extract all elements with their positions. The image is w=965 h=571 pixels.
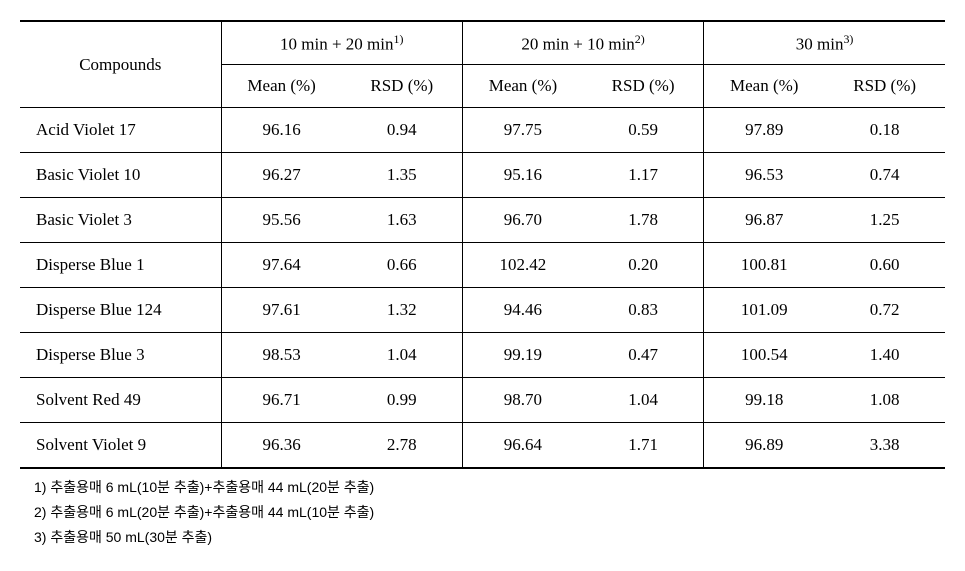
th-rsd-2: RSD (%) bbox=[583, 65, 704, 108]
mean-value: 100.81 bbox=[704, 243, 825, 288]
mean-value: 96.89 bbox=[704, 423, 825, 469]
rsd-value: 1.78 bbox=[583, 198, 704, 243]
th-mean-3: Mean (%) bbox=[704, 65, 825, 108]
rsd-value: 0.99 bbox=[342, 378, 463, 423]
table-row: Disperse Blue 197.640.66102.420.20100.81… bbox=[20, 243, 945, 288]
compound-name: Acid Violet 17 bbox=[20, 108, 221, 153]
rsd-value: 0.74 bbox=[824, 153, 945, 198]
th-compounds: Compounds bbox=[20, 21, 221, 108]
table-row: Disperse Blue 398.531.0499.190.47100.541… bbox=[20, 333, 945, 378]
table-row: Basic Violet 1096.271.3595.161.1796.530.… bbox=[20, 153, 945, 198]
table-row: Basic Violet 395.561.6396.701.7896.871.2… bbox=[20, 198, 945, 243]
table-body: Acid Violet 1796.160.9497.750.5997.890.1… bbox=[20, 108, 945, 469]
compound-name: Basic Violet 3 bbox=[20, 198, 221, 243]
rsd-value: 0.66 bbox=[342, 243, 463, 288]
table-head: Compounds 10 min + 20 min1) 20 min + 10 … bbox=[20, 21, 945, 108]
compound-name: Basic Violet 10 bbox=[20, 153, 221, 198]
mean-value: 97.89 bbox=[704, 108, 825, 153]
th-group-3-label: 30 min bbox=[796, 34, 844, 53]
th-rsd-3: RSD (%) bbox=[824, 65, 945, 108]
rsd-value: 0.47 bbox=[583, 333, 704, 378]
th-group-3-sup: 3) bbox=[843, 32, 853, 46]
th-group-1-label: 10 min + 20 min bbox=[280, 34, 393, 53]
mean-value: 96.87 bbox=[704, 198, 825, 243]
table-row: Disperse Blue 12497.611.3294.460.83101.0… bbox=[20, 288, 945, 333]
th-mean-1: Mean (%) bbox=[221, 65, 342, 108]
th-group-2: 20 min + 10 min2) bbox=[462, 21, 703, 65]
table-row: Solvent Red 4996.710.9998.701.0499.181.0… bbox=[20, 378, 945, 423]
compound-name: Solvent Red 49 bbox=[20, 378, 221, 423]
mean-value: 96.71 bbox=[221, 378, 342, 423]
mean-value: 101.09 bbox=[704, 288, 825, 333]
mean-value: 96.27 bbox=[221, 153, 342, 198]
mean-value: 97.61 bbox=[221, 288, 342, 333]
rsd-value: 1.04 bbox=[583, 378, 704, 423]
footnote-3: 3) 추출용매 50 mL(30분 추출) bbox=[34, 525, 945, 550]
mean-value: 95.56 bbox=[221, 198, 342, 243]
th-group-3: 30 min3) bbox=[704, 21, 945, 65]
compound-name: Disperse Blue 124 bbox=[20, 288, 221, 333]
mean-value: 96.36 bbox=[221, 423, 342, 469]
rsd-value: 1.04 bbox=[342, 333, 463, 378]
rsd-value: 0.83 bbox=[583, 288, 704, 333]
th-mean-2: Mean (%) bbox=[462, 65, 583, 108]
mean-value: 102.42 bbox=[462, 243, 583, 288]
mean-value: 96.64 bbox=[462, 423, 583, 469]
th-group-1: 10 min + 20 min1) bbox=[221, 21, 462, 65]
rsd-value: 0.20 bbox=[583, 243, 704, 288]
mean-value: 95.16 bbox=[462, 153, 583, 198]
rsd-value: 1.71 bbox=[583, 423, 704, 469]
rsd-value: 1.35 bbox=[342, 153, 463, 198]
th-group-2-label: 20 min + 10 min bbox=[521, 34, 634, 53]
rsd-value: 1.40 bbox=[824, 333, 945, 378]
rsd-value: 0.18 bbox=[824, 108, 945, 153]
rsd-value: 0.59 bbox=[583, 108, 704, 153]
table-wrapper: Compounds 10 min + 20 min1) 20 min + 10 … bbox=[20, 20, 945, 551]
compound-name: Disperse Blue 1 bbox=[20, 243, 221, 288]
th-rsd-1: RSD (%) bbox=[342, 65, 463, 108]
rsd-value: 2.78 bbox=[342, 423, 463, 469]
rsd-value: 1.25 bbox=[824, 198, 945, 243]
mean-value: 98.70 bbox=[462, 378, 583, 423]
compound-name: Disperse Blue 3 bbox=[20, 333, 221, 378]
mean-value: 96.16 bbox=[221, 108, 342, 153]
rsd-value: 1.08 bbox=[824, 378, 945, 423]
mean-value: 96.70 bbox=[462, 198, 583, 243]
rsd-value: 1.32 bbox=[342, 288, 463, 333]
mean-value: 99.18 bbox=[704, 378, 825, 423]
footnotes: 1) 추출용매 6 mL(10분 추출)+추출용매 44 mL(20분 추출) … bbox=[20, 475, 945, 551]
mean-value: 99.19 bbox=[462, 333, 583, 378]
mean-value: 96.53 bbox=[704, 153, 825, 198]
rsd-value: 1.17 bbox=[583, 153, 704, 198]
data-table: Compounds 10 min + 20 min1) 20 min + 10 … bbox=[20, 20, 945, 469]
footnote-2: 2) 추출용매 6 mL(20분 추출)+추출용매 44 mL(10분 추출) bbox=[34, 500, 945, 525]
table-row: Acid Violet 1796.160.9497.750.5997.890.1… bbox=[20, 108, 945, 153]
rsd-value: 0.60 bbox=[824, 243, 945, 288]
table-row: Solvent Violet 996.362.7896.641.7196.893… bbox=[20, 423, 945, 469]
th-group-1-sup: 1) bbox=[394, 32, 404, 46]
mean-value: 94.46 bbox=[462, 288, 583, 333]
mean-value: 97.64 bbox=[221, 243, 342, 288]
compound-name: Solvent Violet 9 bbox=[20, 423, 221, 469]
rsd-value: 0.94 bbox=[342, 108, 463, 153]
footnote-1: 1) 추출용매 6 mL(10분 추출)+추출용매 44 mL(20분 추출) bbox=[34, 475, 945, 500]
rsd-value: 3.38 bbox=[824, 423, 945, 469]
th-group-2-sup: 2) bbox=[635, 32, 645, 46]
rsd-value: 0.72 bbox=[824, 288, 945, 333]
mean-value: 97.75 bbox=[462, 108, 583, 153]
mean-value: 98.53 bbox=[221, 333, 342, 378]
rsd-value: 1.63 bbox=[342, 198, 463, 243]
mean-value: 100.54 bbox=[704, 333, 825, 378]
